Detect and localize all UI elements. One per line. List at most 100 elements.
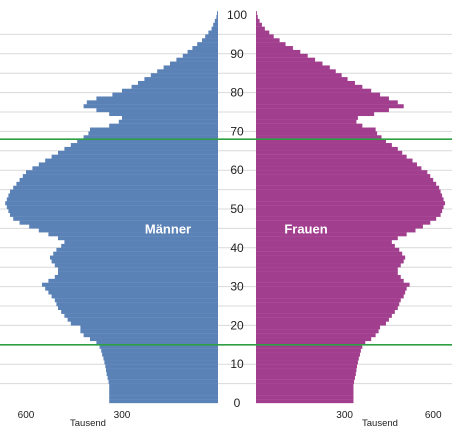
bar-men-age-100 xyxy=(217,11,218,16)
bar-women-age-82 xyxy=(256,80,355,85)
bar-men-age-18 xyxy=(80,329,219,334)
bar-women-age-96 xyxy=(256,26,265,31)
bar-men-age-77 xyxy=(86,100,218,105)
bar-women-age-55 xyxy=(256,185,440,190)
bar-women-age-27 xyxy=(256,294,404,299)
age-tick-label: 50 xyxy=(230,202,244,216)
bar-men-age-32 xyxy=(54,274,218,279)
bar-men-age-5 xyxy=(108,379,218,384)
bar-women-age-48 xyxy=(256,212,441,217)
age-tick-label: 20 xyxy=(230,318,244,332)
bar-women-age-14 xyxy=(256,344,363,349)
bar-men-age-94 xyxy=(205,34,218,39)
bar-men-age-59 xyxy=(26,170,218,175)
bar-women-age-92 xyxy=(256,42,286,47)
age-tick-label: 10 xyxy=(230,357,244,371)
bar-men-age-10 xyxy=(104,360,218,365)
bar-women-age-32 xyxy=(256,274,401,279)
bar-women-age-93 xyxy=(256,38,280,43)
bar-women-age-38 xyxy=(256,251,403,256)
bar-men-age-1 xyxy=(109,395,218,400)
bar-men-age-6 xyxy=(107,375,218,380)
bar-women-age-53 xyxy=(256,193,443,198)
bar-women-age-39 xyxy=(256,247,400,252)
x-unit-label-left: Tausend xyxy=(70,418,106,429)
bar-women-age-31 xyxy=(256,278,404,283)
bar-men-age-70 xyxy=(90,127,218,132)
bar-women-age-59 xyxy=(256,170,428,175)
bar-women-age-9 xyxy=(256,364,358,369)
bar-men-age-43 xyxy=(48,232,219,237)
bar-men-age-66 xyxy=(70,143,218,148)
bar-men-age-22 xyxy=(64,313,219,318)
bar-women-age-87 xyxy=(256,61,323,66)
bar-women-age-58 xyxy=(256,174,431,179)
bar-men-age-29 xyxy=(45,286,219,291)
age-tick-label: 80 xyxy=(230,86,244,100)
bar-men-age-80 xyxy=(122,88,218,93)
bar-women-age-57 xyxy=(256,177,434,182)
bar-women-age-66 xyxy=(256,143,392,148)
bar-women-age-67 xyxy=(256,139,386,144)
bar-men-age-14 xyxy=(99,344,218,349)
bar-women-age-97 xyxy=(256,22,262,27)
bar-women-age-91 xyxy=(256,46,293,51)
bar-women-age-62 xyxy=(256,158,413,163)
bar-men-age-79 xyxy=(112,92,218,97)
bar-women-age-21 xyxy=(256,317,389,322)
bar-men-age-34 xyxy=(58,267,218,272)
bar-men-age-21 xyxy=(67,317,218,322)
bar-men-age-99 xyxy=(216,15,218,20)
bar-men-age-45 xyxy=(29,224,219,229)
bar-women-age-47 xyxy=(256,216,437,221)
age-tick-label: 70 xyxy=(230,124,244,138)
bar-men-age-84 xyxy=(150,73,218,78)
bar-women-age-35 xyxy=(256,263,401,268)
bar-men-age-89 xyxy=(182,53,218,58)
x-unit-label-right: Tausend xyxy=(362,418,398,429)
bar-women-age-24 xyxy=(256,306,398,311)
x-tick-label-left: 600 xyxy=(18,410,35,421)
bar-women-age-25 xyxy=(256,302,400,307)
bar-men-age-91 xyxy=(192,46,218,51)
bar-men-age-42 xyxy=(58,236,218,241)
bar-women-age-98 xyxy=(256,18,260,23)
bar-women-age-86 xyxy=(256,65,330,70)
bar-men-age-28 xyxy=(48,290,219,295)
bar-men-age-81 xyxy=(131,84,218,89)
bar-women-age-94 xyxy=(256,34,274,39)
series-label-women: Frauen xyxy=(284,221,327,236)
bar-women-age-34 xyxy=(256,267,398,272)
bar-women-age-26 xyxy=(256,298,401,303)
bar-women-age-54 xyxy=(256,189,441,194)
bar-women-age-71 xyxy=(256,123,363,128)
bar-women-age-15 xyxy=(256,340,366,345)
bar-women-age-17 xyxy=(256,333,376,338)
bar-women-age-69 xyxy=(256,131,378,136)
bar-women-age-76 xyxy=(256,104,404,109)
bar-women-age-68 xyxy=(256,135,382,140)
reference-lines xyxy=(0,138,452,346)
bar-women-age-78 xyxy=(256,96,389,101)
bar-women-age-7 xyxy=(256,371,356,376)
bar-men-age-65 xyxy=(64,146,219,151)
bar-women-age-50 xyxy=(256,205,444,210)
bar-women-age-43 xyxy=(256,232,407,237)
bar-women-age-12 xyxy=(256,352,360,357)
bar-men-age-12 xyxy=(102,352,218,357)
bar-men-age-47 xyxy=(13,216,219,221)
bar-men-age-27 xyxy=(51,294,218,299)
bar-men-age-57 xyxy=(19,177,218,182)
bar-women-age-28 xyxy=(256,290,406,295)
bar-men-age-73 xyxy=(122,115,218,120)
bar-women-age-11 xyxy=(256,356,359,361)
bar-women-age-64 xyxy=(256,150,403,155)
series-label-men: Männer xyxy=(145,221,191,236)
bar-women-age-8 xyxy=(256,368,357,373)
bar-women-age-63 xyxy=(256,154,407,159)
bar-women-age-49 xyxy=(256,209,443,214)
bar-men-age-52 xyxy=(6,197,218,202)
bar-men-age-46 xyxy=(19,220,218,225)
bar-women-age-85 xyxy=(256,69,336,74)
bar-men-age-3 xyxy=(109,387,218,392)
